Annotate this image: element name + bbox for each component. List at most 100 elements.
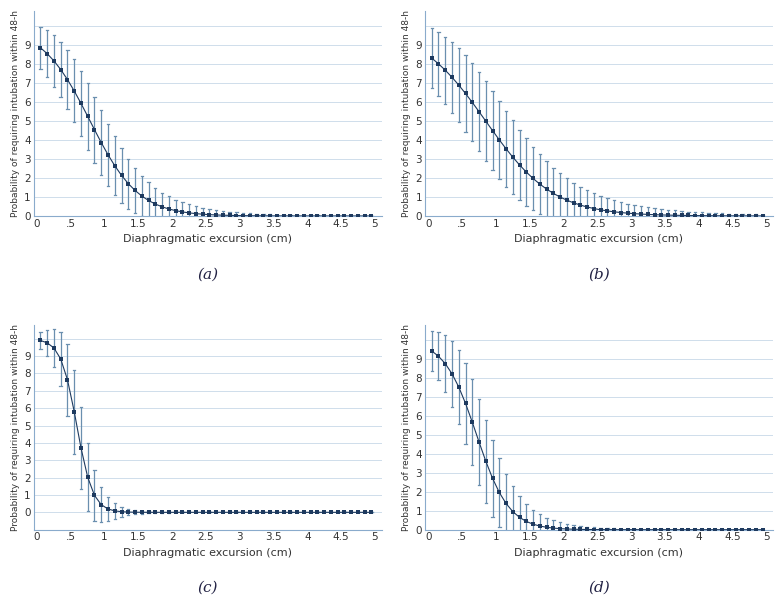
Point	[581, 202, 593, 212]
Point	[710, 525, 722, 534]
Point	[278, 211, 290, 221]
Point	[676, 525, 688, 534]
Point	[716, 525, 728, 534]
Point	[108, 506, 121, 516]
Point	[710, 211, 722, 221]
Point	[95, 500, 107, 510]
Point	[729, 525, 742, 534]
Point	[480, 116, 492, 126]
Point	[203, 210, 216, 219]
Point	[594, 525, 607, 534]
Point	[142, 196, 154, 206]
Point	[695, 211, 708, 221]
Point	[446, 72, 459, 82]
Point	[540, 522, 553, 532]
Point	[641, 210, 654, 219]
X-axis label: Diaphragmatic excursion (cm): Diaphragmatic excursion (cm)	[514, 234, 684, 244]
Point	[534, 179, 546, 189]
Y-axis label: Probability of requiring intubation within 48-h: Probability of requiring intubation with…	[402, 10, 412, 217]
Point	[332, 508, 344, 517]
Point	[689, 525, 702, 534]
Point	[587, 525, 600, 534]
Point	[466, 97, 478, 107]
Point	[723, 211, 735, 221]
Point	[122, 179, 135, 188]
Point	[216, 210, 229, 220]
Point	[95, 137, 107, 147]
Point	[635, 209, 648, 219]
Point	[432, 59, 445, 69]
Point	[244, 508, 256, 517]
Point	[176, 207, 189, 217]
Point	[534, 521, 546, 531]
Point	[136, 508, 148, 517]
Text: (d): (d)	[588, 581, 610, 595]
Point	[41, 338, 53, 348]
Point	[499, 499, 512, 508]
Point	[298, 508, 310, 517]
Point	[622, 209, 634, 218]
Point	[486, 126, 499, 136]
Point	[635, 525, 648, 534]
Point	[365, 508, 378, 517]
Point	[149, 508, 162, 517]
Point	[480, 457, 492, 466]
Point	[628, 209, 641, 218]
Point	[514, 513, 526, 522]
Point	[702, 211, 715, 221]
Text: (c): (c)	[198, 581, 218, 595]
Point	[54, 64, 67, 74]
Point	[750, 211, 762, 221]
Y-axis label: Probability of requiring intubation within 48-h: Probability of requiring intubation with…	[11, 10, 20, 217]
Point	[34, 43, 47, 53]
Point	[318, 508, 330, 517]
Text: (b): (b)	[588, 267, 610, 281]
Point	[129, 185, 141, 195]
X-axis label: Diaphragmatic excursion (cm): Diaphragmatic excursion (cm)	[514, 548, 684, 558]
Point	[527, 173, 539, 183]
Point	[676, 210, 688, 220]
Point	[682, 210, 695, 220]
Point	[278, 508, 290, 517]
Point	[493, 135, 506, 145]
Point	[291, 508, 303, 517]
Point	[129, 507, 141, 517]
Point	[102, 150, 114, 159]
Point	[723, 525, 735, 534]
Point	[608, 525, 620, 534]
Point	[743, 525, 756, 534]
Point	[34, 336, 47, 345]
Point	[520, 517, 532, 527]
Point	[662, 210, 674, 220]
X-axis label: Diaphragmatic excursion (cm): Diaphragmatic excursion (cm)	[123, 234, 292, 244]
Point	[332, 211, 344, 221]
Point	[506, 506, 519, 516]
Point	[736, 525, 749, 534]
Point	[298, 211, 310, 221]
Point	[750, 525, 762, 534]
Point	[149, 199, 162, 209]
Y-axis label: Probability of requiring intubation within 48-h: Probability of requiring intubation with…	[11, 324, 20, 531]
Point	[216, 508, 229, 517]
Point	[210, 508, 223, 517]
Point	[345, 211, 358, 221]
Point	[244, 211, 256, 221]
Point	[682, 525, 695, 534]
Point	[82, 472, 94, 482]
Point	[68, 407, 81, 416]
Point	[601, 206, 614, 216]
Point	[41, 49, 53, 58]
Point	[257, 211, 270, 221]
Point	[352, 508, 365, 517]
Point	[318, 211, 330, 221]
Point	[669, 525, 681, 534]
Point	[48, 343, 60, 353]
Point	[729, 211, 742, 221]
Point	[196, 209, 209, 219]
Point	[473, 107, 485, 117]
Point	[648, 525, 661, 534]
Point	[264, 211, 277, 221]
Point	[311, 508, 324, 517]
Point	[210, 210, 223, 220]
Point	[426, 54, 438, 63]
